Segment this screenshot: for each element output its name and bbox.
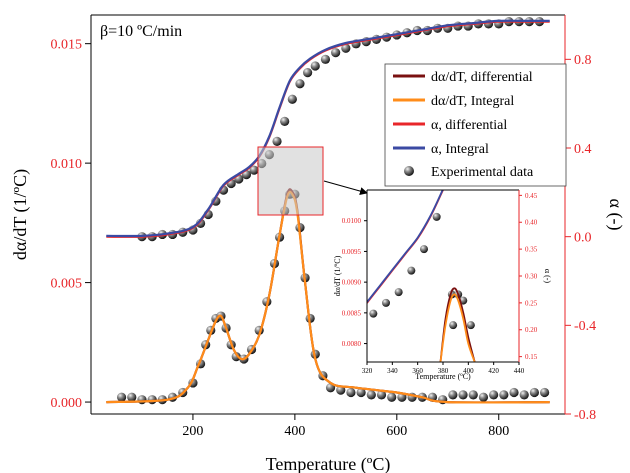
inset-x-tick-label: 440 xyxy=(514,367,525,375)
y-right-tick-label: -0.4 xyxy=(574,319,596,334)
legend-label-dadt-differential: dα/dT, differential xyxy=(431,70,533,85)
experimental-point-alpha xyxy=(341,43,351,53)
inset-series-line-alpha-integral xyxy=(367,190,444,303)
legend-label-alpha-integral: α, Integral xyxy=(431,142,489,157)
y-right-axis-title: α (-) xyxy=(605,199,626,231)
experimental-point-alpha xyxy=(320,54,331,64)
inset-y-tick-label: 0.0085 xyxy=(342,309,362,317)
inset-x-axis-title: Temperature (ºC) xyxy=(415,372,471,381)
x-tick-label: 800 xyxy=(488,424,509,439)
inset-experimental-point-alpha xyxy=(382,298,390,307)
series-line-alpha-integral xyxy=(106,19,550,238)
inset-experimental-point-alpha xyxy=(420,245,428,254)
inset-y-tick-label: 0.0080 xyxy=(342,340,362,348)
inset-y-right-tick-label: 0.30 xyxy=(525,272,538,280)
experimental-point-alpha xyxy=(295,79,305,89)
x-axis-title: Temperature (ºC) xyxy=(266,454,391,473)
experimental-point-dadt xyxy=(529,387,540,398)
experimental-point-dadt xyxy=(540,387,550,398)
inset-x-tick-label: 320 xyxy=(362,367,373,375)
experimental-point-dadt xyxy=(325,383,336,393)
inset-experimental-point-alpha xyxy=(407,266,416,275)
inset-series-line-dalpha-dt-differential xyxy=(439,287,476,362)
experimental-point-alpha xyxy=(287,94,297,104)
experimental-point-dadt xyxy=(478,392,489,402)
experimental-point-dadt xyxy=(458,390,468,400)
experimental-point-dadt xyxy=(137,395,147,405)
experimental-point-alpha xyxy=(331,48,341,58)
inset-experimental-point-dadt xyxy=(449,321,458,330)
experimental-point-dadt xyxy=(231,352,241,362)
main-plot-area xyxy=(106,17,550,405)
inset-plot-area xyxy=(367,190,476,362)
x-tick-label: 400 xyxy=(284,424,305,439)
experimental-point-dadt xyxy=(376,390,387,400)
inset-y-right-tick-label: 0.25 xyxy=(525,299,538,307)
zoom-pointer-arrow xyxy=(323,180,368,195)
inset-y-tick-label: 0.0090 xyxy=(342,279,362,287)
experimental-point-dadt xyxy=(116,392,127,402)
inset-y-right-tick-label: 0.40 xyxy=(525,219,538,227)
inset-y-right-tick-label: 0.15 xyxy=(525,353,538,361)
legend-label-experimental: Experimental data xyxy=(431,165,534,180)
series-line-dalpha-dt-integral xyxy=(106,190,550,404)
experimental-point-dadt xyxy=(366,390,376,400)
inset-experimental-point-alpha xyxy=(394,288,403,297)
experimental-point-dadt xyxy=(509,387,519,398)
y-tick-label: 0.005 xyxy=(51,276,83,291)
y-tick-label: 0.015 xyxy=(51,38,83,53)
y-tick-label: 0.010 xyxy=(51,157,83,172)
experimental-point-dadt xyxy=(127,392,137,402)
experimental-point-dadt xyxy=(346,387,356,398)
y-right-tick-label: 0.0 xyxy=(574,231,592,246)
experimental-point-dadt xyxy=(468,390,478,400)
inset-experimental-point-alpha xyxy=(432,212,441,221)
inset-experimental-point-alpha xyxy=(369,309,378,318)
zoom-region-box xyxy=(257,146,324,216)
experimental-point-dadt xyxy=(489,390,499,400)
experimental-point-dadt xyxy=(519,390,529,400)
inset-y-tick-label: 0.0100 xyxy=(342,217,362,225)
inset-y-right-tick-label: 0.35 xyxy=(525,246,538,254)
x-tick-label: 600 xyxy=(386,424,407,439)
experimental-point-alpha xyxy=(272,136,282,146)
inset-x-tick-label: 380 xyxy=(438,367,449,375)
legend-label-dadt-integral: dα/dT, Integral xyxy=(431,94,514,109)
heating-rate-annotation: β=10 ºC/min xyxy=(100,23,182,40)
inset-y-right-axis-title: α (-) xyxy=(543,269,552,284)
y-right-tick-label: -0.8 xyxy=(574,408,596,423)
inset-x-tick-label: 400 xyxy=(463,367,474,375)
main-axes: 200 400 600 800 0.000 0.005 0.010 0.015 -0.8 -0.4… xyxy=(10,14,626,473)
inset-series-line-dalpha-dt-integral xyxy=(439,293,476,362)
inset-x-tick-label: 420 xyxy=(488,367,499,375)
y-tick-label: 0.000 xyxy=(51,396,83,411)
legend-marker-experimental xyxy=(404,166,414,176)
experimental-point-dadt xyxy=(336,385,346,395)
experimental-point-dadt xyxy=(499,390,509,400)
inset-axes: 320 340 360 380 400 420 440 0.0080 0.0085 0.0090 0… xyxy=(333,189,552,381)
experimental-point-dadt xyxy=(397,392,407,402)
inset-x-tick-label: 340 xyxy=(387,367,398,375)
inset-y-tick-label: 0.0095 xyxy=(342,248,362,256)
experimental-point-alpha xyxy=(280,116,290,126)
inset-y-axis-title: dα/dT (1/ºC) xyxy=(333,255,342,296)
experimental-point-alpha xyxy=(249,165,259,175)
experimental-point-dadt xyxy=(356,387,366,398)
chart-legend: dα/dT, differential dα/dT, Integral α, d… xyxy=(384,63,567,187)
inset-y-right-tick-label: 0.45 xyxy=(525,192,538,200)
experimental-point-dadt xyxy=(448,390,458,400)
legend-label-alpha-differential: α, differential xyxy=(431,118,507,133)
y-right-tick-label: 0.8 xyxy=(574,53,592,68)
experimental-point-dadt xyxy=(147,395,157,405)
inset-x-tick-label: 360 xyxy=(412,367,423,375)
x-tick-label: 200 xyxy=(182,424,203,439)
inset-experimental-point-dadt xyxy=(466,321,475,330)
experimental-point-dadt xyxy=(387,392,397,402)
inset-y-right-tick-label: 0.20 xyxy=(525,326,538,334)
y-right-tick-label: 0.4 xyxy=(574,142,592,157)
experimental-point-alpha xyxy=(303,68,313,78)
experimental-point-alpha xyxy=(310,61,320,71)
y-axis-title: dα/dT (1/ºC) xyxy=(10,169,31,260)
